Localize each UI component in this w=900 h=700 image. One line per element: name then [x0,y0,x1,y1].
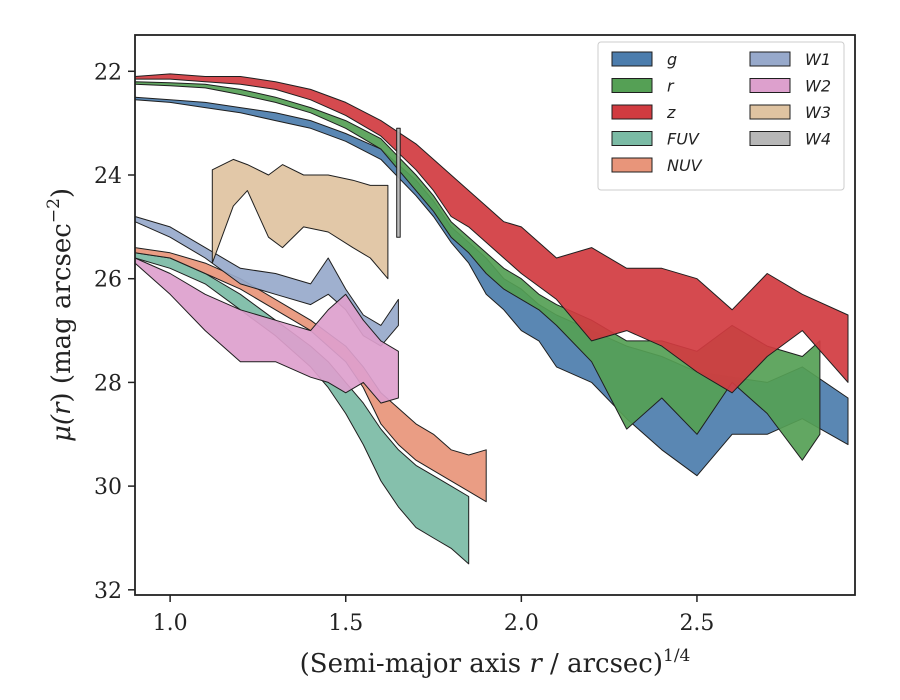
series-band-w1 [134,216,399,347]
plot-frame [134,34,856,596]
legend-label-w3: W3 [805,103,831,122]
series-layer [134,73,849,565]
legend-swatch-g [611,51,653,67]
x-axis-label: (Semi-major axis r / arcsec)1/4 [300,646,691,679]
y-tick-label: 32 [94,579,122,604]
y-tick-label: 28 [94,371,122,396]
legend-swatch-w2 [749,78,791,93]
y-tick-label: 30 [94,475,122,500]
y-tick-label: 22 [94,60,122,85]
series-band-w4 [396,127,401,238]
legend-swatch-fuv [611,131,653,146]
legend-swatch-w3 [749,104,791,120]
legend-label-z: z [666,103,676,122]
legend: grz FUV NUV W1 W2 W3 W4 [597,41,845,191]
y-tick-label: 24 [94,164,122,189]
legend-label-w1: W1 [805,50,831,69]
legend-label-w2: W2 [805,77,831,96]
legend-swatch-r [611,78,653,93]
series-band-z [134,73,849,394]
legend-label-w4: W4 [805,130,831,149]
legend-swatch-w4 [749,131,791,146]
y-axis-ticks: 22 24 26 28 30 32 [94,60,135,604]
x-tick-label: 1.0 [153,611,188,636]
series-band-nuv [134,247,487,503]
x-axis-ticks: 1.0 1.5 2.0 2.5 [153,595,714,636]
x-tick-label: 1.5 [328,611,363,636]
series-band-w3 [211,158,389,280]
legend-label-g: g [667,50,677,69]
series-band-r [134,81,821,461]
legend-swatch-nuv [611,157,653,173]
x-tick-label: 2.5 [679,611,714,636]
legend-label-nuv: NUV [667,156,703,175]
y-tick-label: 26 [94,268,122,293]
legend-swatch-w1 [749,51,791,67]
legend-label-fuv: FUV [667,130,700,149]
legend-label-r: r [667,77,675,96]
y-axis-label: μ(r) (mag arcsec−2) [44,188,77,442]
x-tick-label: 2.0 [504,611,539,636]
legend-swatch-z [611,104,653,120]
series-band-w2 [134,257,399,404]
